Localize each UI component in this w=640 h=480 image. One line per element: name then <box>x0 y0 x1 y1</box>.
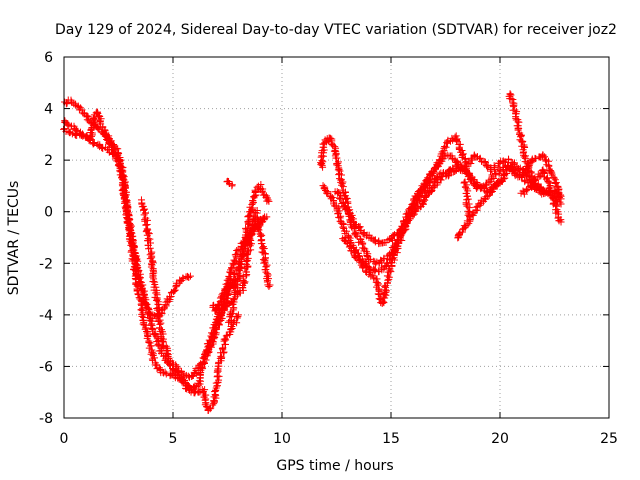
x-tick-label: 15 <box>382 431 400 447</box>
x-tick-label: 10 <box>273 431 291 447</box>
data-point <box>143 221 150 228</box>
tick-labels: 0 5 10 15 20 25 -8 -6 -4 -2 0 2 4 6 <box>39 50 618 447</box>
y-tick-label: 4 <box>44 102 53 118</box>
x-axis-label: GPS time / hours <box>276 458 393 474</box>
data-point <box>139 313 146 320</box>
data-point <box>186 374 193 381</box>
data-point <box>511 107 518 114</box>
data-point <box>233 247 240 254</box>
x-tick-label: 20 <box>491 431 509 447</box>
plot-canvas: 0 5 10 15 20 25 -8 -6 -4 -2 0 2 4 6 Day 129 of 2024, … <box>0 0 640 480</box>
y-tick-label: -8 <box>39 411 53 427</box>
y-tick-label: 2 <box>44 153 53 169</box>
y-axis-label: SDTVAR / TECUs <box>6 181 22 296</box>
grid <box>64 57 609 418</box>
y-tick-label: -2 <box>39 256 53 272</box>
axis-ticks <box>64 57 609 418</box>
series-track-3 <box>60 125 194 322</box>
data-point <box>521 153 528 160</box>
y-tick-label: -6 <box>39 359 53 375</box>
x-tick-label: 5 <box>169 431 178 447</box>
data-point <box>214 367 221 374</box>
data-points <box>60 90 564 414</box>
y-tick-label: 6 <box>44 50 53 66</box>
chart: 0 5 10 15 20 25 -8 -6 -4 -2 0 2 4 6 Day 129 of 2024, … <box>0 0 640 480</box>
x-tick-label: 0 <box>60 431 69 447</box>
series-track-8 <box>223 178 235 190</box>
chart-title: Day 129 of 2024, Sidereal Day-to-day VTE… <box>55 22 617 38</box>
series-track-12 <box>339 162 547 307</box>
data-point <box>144 333 151 340</box>
data-point <box>235 311 242 318</box>
y-tick-label: -4 <box>39 308 53 324</box>
data-point <box>265 283 272 290</box>
data-point <box>216 373 223 380</box>
plot-frame <box>64 57 609 418</box>
data-point <box>148 254 155 261</box>
y-tick-label: 0 <box>44 205 53 221</box>
x-tick-label: 25 <box>600 431 618 447</box>
